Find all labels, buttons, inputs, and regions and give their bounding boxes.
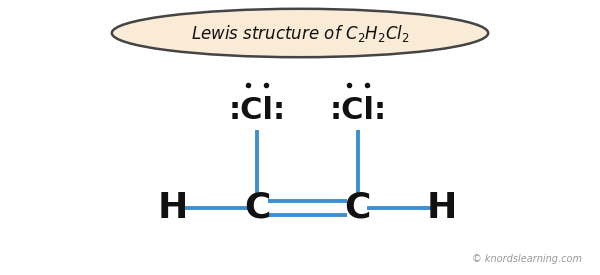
Text: :Cl:: :Cl: (329, 96, 386, 125)
Text: $\mathbf{\it{Lewis\ structure\ of\ C_2H_2Cl_2}}$: $\mathbf{\it{Lewis\ structure\ of\ C_2H_… (191, 23, 409, 43)
Text: :Cl:: :Cl: (229, 96, 286, 125)
Text: C: C (244, 191, 270, 225)
Text: H: H (158, 191, 188, 225)
Ellipse shape (112, 9, 488, 57)
Text: C: C (345, 191, 371, 225)
Text: H: H (427, 191, 457, 225)
Text: © knordslearning.com: © knordslearning.com (472, 254, 582, 264)
